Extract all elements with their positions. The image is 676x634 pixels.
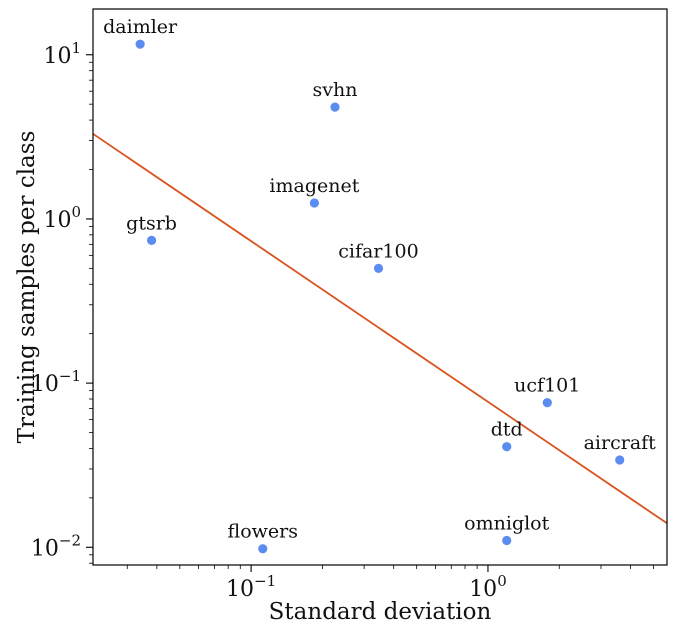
point-label-cifar100: cifar100 — [338, 240, 418, 262]
point-label-omniglot: omniglot — [464, 512, 549, 534]
y-tick-exponent: 0 — [71, 203, 81, 221]
data-point-flowers — [258, 544, 268, 554]
y-tick-exponent: 1 — [71, 39, 81, 57]
point-label-aircraft: aircraft — [584, 432, 657, 454]
y-tick-base: 10 — [31, 372, 59, 397]
x-tick-base: 10 — [226, 577, 254, 602]
x-tick-exponent: −1 — [254, 572, 276, 590]
y-tick-label: 101 — [43, 39, 81, 69]
y-tick-exponent: −1 — [59, 367, 81, 385]
y-tick-base: 10 — [43, 44, 71, 69]
point-label-dtd: dtd — [491, 419, 523, 441]
data-point-aircraft — [615, 455, 625, 465]
point-label-daimler: daimler — [103, 16, 178, 38]
data-point-gtsrb — [146, 235, 157, 246]
x-tick-label: 10−1 — [226, 572, 276, 602]
point-label-svhn: svhn — [313, 79, 358, 101]
data-point-svhn — [330, 102, 340, 112]
data-point-imagenet — [309, 198, 319, 208]
y-tick-base: 10 — [31, 536, 59, 561]
data-point-cifar100 — [373, 263, 384, 273]
y-tick-label: 10−2 — [31, 531, 81, 561]
point-labels-layer: daimler svhn imagenet gtsrb cifar100 ucf101 dt… — [103, 16, 656, 543]
y-tick-label: 10−1 — [31, 367, 81, 397]
y-tick-base: 10 — [43, 208, 71, 233]
y-tick-exponent: −2 — [59, 531, 81, 549]
x-tick-exponent: 0 — [497, 572, 507, 590]
data-point-ucf101 — [542, 398, 552, 408]
data-point-omniglot — [502, 535, 512, 546]
point-label-imagenet: imagenet — [269, 175, 359, 197]
x-axis-label: Standard deviation — [269, 599, 492, 625]
data-points-layer — [135, 39, 625, 554]
point-label-flowers: flowers — [228, 521, 298, 543]
plot-frame — [92, 8, 668, 566]
point-label-ucf101: ucf101 — [514, 375, 580, 397]
x-tick-base: 10 — [469, 577, 497, 602]
fit-line-layer — [92, 133, 668, 525]
data-point-daimler — [135, 39, 145, 49]
y-tick-label: 100 — [43, 203, 81, 233]
point-label-gtsrb: gtsrb — [126, 212, 177, 234]
x-tick-label: 100 — [469, 572, 507, 602]
data-point-dtd — [502, 442, 512, 452]
y-axis-label: Training samples per class — [14, 131, 40, 444]
fit-line — [92, 133, 668, 525]
